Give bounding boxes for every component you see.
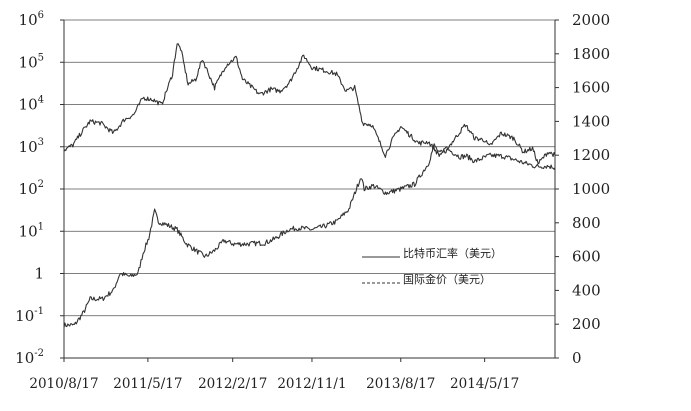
right-axis: 0 200 400 600 800 1000 1200 1400 1600 1800 2000 [555, 11, 610, 367]
right-tick-label-2: 400 [572, 281, 601, 299]
x-tick-label-3: 2012/11/1 [277, 376, 346, 392]
x-axis: 2010/8/17 2011/5/17 2012/2/17 2012/11/1 2013… [29, 358, 519, 392]
left-axis: 10-2 10-1 1 101 102 103 104 105 106 [15, 10, 64, 367]
left-tick-label-7: 105 [19, 52, 44, 71]
right-tick-label-7: 1400 [572, 112, 610, 130]
right-tick-label-4: 800 [572, 214, 601, 232]
right-tick-label-8: 1600 [572, 79, 610, 97]
gold-price-line [63, 43, 556, 165]
legend-label-0: 比特币汇率（美元） [403, 246, 502, 260]
right-tick-label-9: 1800 [572, 45, 610, 63]
right-tick-label-10: 2000 [572, 11, 610, 29]
right-tick-label-3: 600 [572, 248, 601, 266]
right-tick-label-1: 200 [572, 315, 601, 333]
left-tick-label-1: 10-1 [15, 306, 44, 325]
left-tick-label-5: 103 [19, 137, 44, 156]
right-tick-label-0: 0 [572, 349, 582, 367]
legend: 比特币汇率（美元） 国际金价（美元） [362, 246, 502, 286]
left-tick-label-2: 1 [34, 265, 44, 283]
legend-label-1: 国际金价（美元） [403, 272, 491, 286]
x-tick-label-1: 2011/5/17 [113, 376, 182, 392]
series-lines [63, 43, 556, 328]
left-tick-label-3: 101 [19, 221, 44, 240]
x-tick-label-2: 2012/2/17 [198, 376, 267, 392]
grid-lines [64, 19, 555, 359]
left-tick-label-4: 102 [19, 179, 44, 198]
left-tick-label-6: 104 [19, 95, 44, 114]
left-tick-label-8: 106 [19, 10, 44, 29]
x-tick-label-4: 2013/8/17 [366, 376, 435, 392]
right-tick-label-6: 1200 [572, 146, 610, 164]
left-tick-label-0: 10-2 [15, 348, 44, 367]
right-tick-label-5: 1000 [572, 180, 610, 198]
bitcoin-price-line [63, 143, 556, 328]
x-tick-label-5: 2014/5/17 [450, 376, 519, 392]
x-tick-label-0: 2010/8/17 [29, 376, 98, 392]
